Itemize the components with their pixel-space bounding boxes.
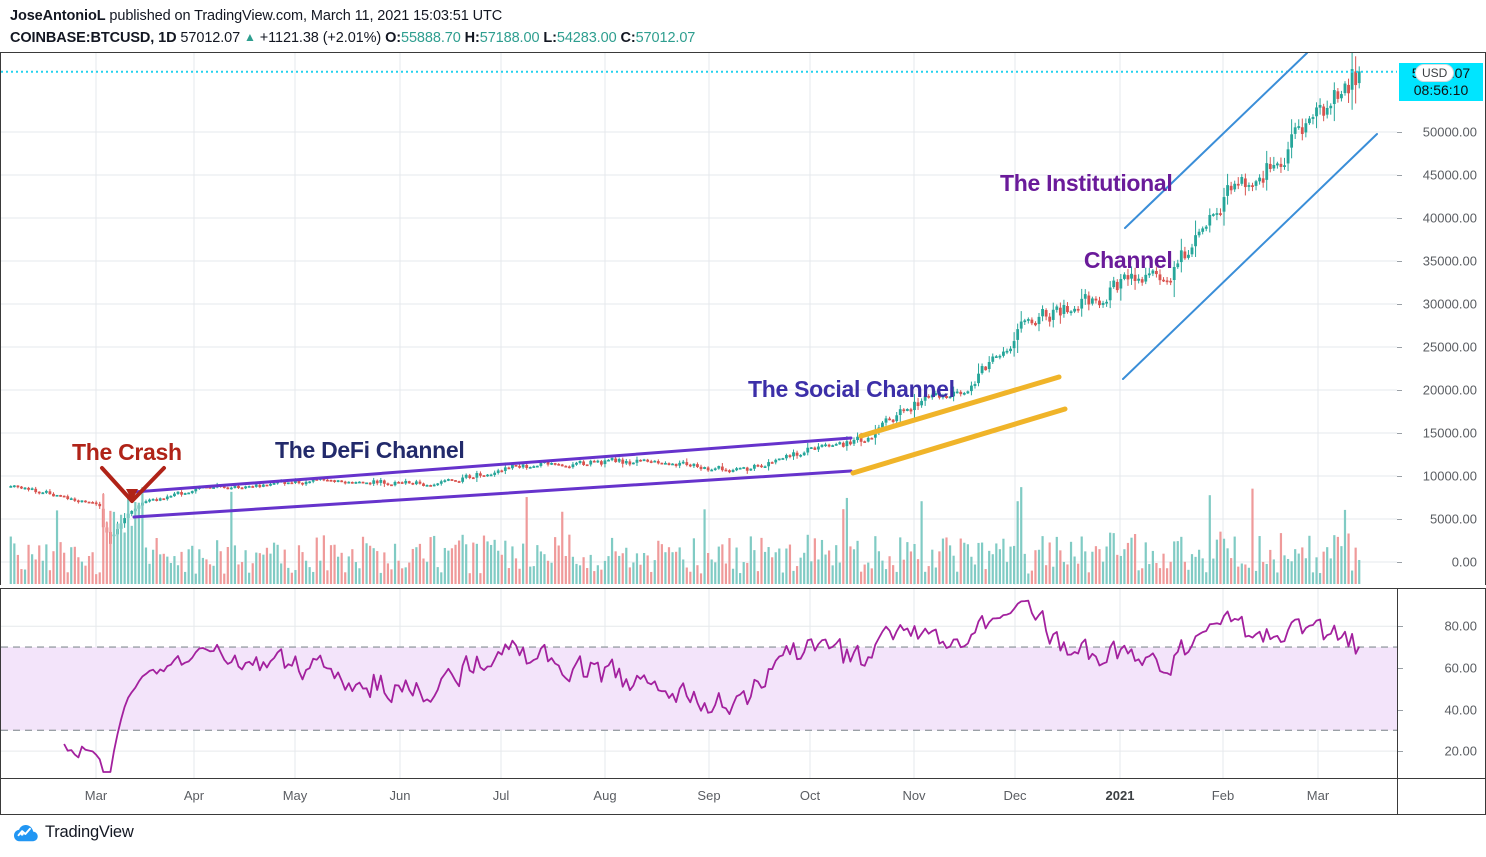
price-axis-tick-mark (1397, 132, 1402, 133)
rsi-axis-tick: 40.00 (1444, 702, 1477, 718)
price-axis-tick-mark (1397, 175, 1402, 176)
price-axis-tick: 20000.00 (1422, 382, 1477, 398)
candles (9, 53, 1361, 546)
price-axis-tick: 10000.00 (1422, 468, 1477, 484)
symbol-ohlc-line: COINBASE:BTCUSD, 1D 57012.07 ▲ +1121.38 … (10, 30, 695, 46)
price-axis-tick: 30000.00 (1422, 296, 1477, 312)
price-axis-tick-mark (1397, 519, 1402, 520)
chart-header: JoseAntonioL published on TradingView.co… (0, 0, 1486, 52)
publisher-line: JoseAntonioL published on TradingView.co… (10, 8, 502, 24)
open-value: 55888.70 (401, 30, 461, 46)
rsi-axis-tick: 60.00 (1444, 660, 1477, 676)
rsi-chart-svg (1, 589, 1397, 778)
high-label: H: (464, 30, 480, 46)
time-axis-tick: Mar (1306, 788, 1330, 803)
symbol-label[interactable]: COINBASE:BTCUSD, 1D (10, 30, 177, 46)
price-axis-tick: 25000.00 (1422, 339, 1477, 355)
time-axis-tick: Dec (1003, 788, 1027, 803)
volume-bars (9, 487, 1361, 584)
rsi-axis[interactable]: 20.00 40.00 60.00 80.00 (1397, 588, 1486, 778)
rsi-axis-tick: 80.00 (1444, 618, 1477, 634)
published-text: published on TradingView.com, March 11, … (109, 8, 503, 24)
low-label: L: (543, 30, 557, 46)
time-axis-tick: 2021 (1105, 788, 1135, 803)
price-axis-tick-mark (1397, 476, 1402, 477)
price-axis-tick-mark (1397, 304, 1402, 305)
rsi-pane[interactable] (0, 588, 1397, 778)
up-arrow-icon: ▲ (244, 30, 256, 44)
time-axis-tick: Mar (84, 788, 108, 803)
price-chart-svg (1, 53, 1397, 585)
price-axis[interactable]: 57012.07 08:56:10 USD 0.005000.0010000.0… (1397, 52, 1486, 585)
price-axis-tick-mark (1397, 433, 1402, 434)
low-value: 54283.00 (556, 30, 617, 46)
high-value: 57188.00 (479, 30, 540, 46)
time-axis-tick: Aug (593, 788, 617, 803)
change-label: +1121.38 (+2.01%) (259, 30, 382, 46)
tradingview-logo[interactable]: TradingView (14, 822, 134, 842)
time-axis-tick: Jul (492, 788, 510, 803)
time-axis-tick: Jun (389, 788, 411, 803)
axis-corner (1397, 778, 1486, 815)
rsi-axis-tick: 20.00 (1444, 743, 1477, 759)
publisher-name: JoseAntonioL (10, 8, 106, 24)
price-axis-tick-mark (1397, 347, 1402, 348)
drawings (100, 53, 1378, 519)
cloud-chart-icon (14, 825, 38, 842)
time-axis-tick: Nov (902, 788, 926, 803)
time-axis-tick: Sep (697, 788, 721, 803)
time-axis-tick: Oct (799, 788, 821, 803)
time-axis-tick: Feb (1211, 788, 1235, 803)
last-price-label: 57012.07 (180, 30, 241, 46)
open-label: O: (385, 30, 401, 46)
price-axis-tick-mark (1397, 261, 1402, 262)
price-axis-tick-mark (1397, 562, 1402, 563)
close-value: 57012.07 (635, 30, 696, 46)
price-axis-tick-mark (1397, 390, 1402, 391)
rsi-axis-tick-mark (1398, 667, 1403, 669)
currency-pill[interactable]: USD (1415, 64, 1455, 82)
price-axis-tick: 45000.00 (1422, 167, 1477, 183)
price-axis-tick: 15000.00 (1422, 425, 1477, 441)
price-axis-tick: 5000.00 (1430, 511, 1477, 527)
close-label: C: (620, 30, 636, 46)
time-axis-tick: May (282, 788, 308, 803)
price-axis-tick-mark (1397, 218, 1402, 219)
rsi-axis-tick-mark (1398, 626, 1403, 628)
price-axis-tick: 35000.00 (1422, 253, 1477, 269)
tradingview-brand-text: TradingView (45, 822, 134, 841)
rsi-axis-tick-mark (1398, 709, 1403, 711)
time-axis[interactable]: Mar Apr May Jun Jul Aug Sep Oct Nov Dec 2021 Feb Mar (0, 778, 1397, 815)
price-axis-tick: 40000.00 (1422, 210, 1477, 226)
price-axis-tick: 0.00 (1451, 554, 1477, 570)
price-pane[interactable] (0, 52, 1397, 585)
bar-countdown: 08:56:10 (1413, 82, 1469, 98)
footer: TradingView (0, 817, 1486, 857)
rsi-axis-tick-mark (1398, 751, 1403, 753)
price-axis-tick: 50000.00 (1422, 124, 1477, 140)
time-axis-tick: Apr (183, 788, 205, 803)
